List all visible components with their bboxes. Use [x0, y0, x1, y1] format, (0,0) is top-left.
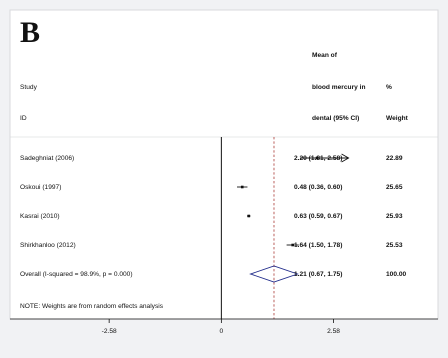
overall-diamond [249, 265, 299, 283]
ci-arrow [341, 153, 350, 163]
header-weight: Weight [386, 115, 409, 122]
footnote: NOTE: Weights are from random effects an… [20, 303, 164, 310]
study-label: Sadeghniat (2006) [20, 155, 74, 162]
header-mean-line3: dental (95% CI) [312, 115, 359, 122]
plot-layer: Sadeghniat (2006) 2.20 (1.81, 2.58) 22.89 O… [10, 136, 438, 335]
ci-label: 0.63 (0.59, 0.67) [294, 213, 342, 220]
study-label: Oskoui (1997) [20, 184, 61, 191]
overall-ci-label: 1.21 (0.67, 1.75) [294, 271, 342, 278]
ci-label: 1.64 (1.50, 1.78) [294, 242, 342, 249]
x-tick-label: -2.58 [102, 328, 117, 335]
overall-label: Overall (I-squared = 98.9%, p = 0.000) [20, 271, 133, 278]
point-estimate-box [240, 185, 244, 189]
overall-weight-label: 100.00 [386, 271, 407, 278]
study-label: Kasrai (2010) [20, 213, 60, 220]
point-estimate-box [291, 243, 294, 247]
x-tick-label: 0 [220, 328, 224, 335]
header-percent: % [386, 84, 392, 91]
header-id: ID [20, 115, 27, 122]
ci-label: 2.20 (1.81, 2.58) [294, 155, 342, 162]
weight-label: 25.65 [386, 184, 403, 191]
point-estimate-box [247, 214, 251, 218]
panel-letter: B [20, 16, 40, 49]
header-mean-line2: blood mercury in [312, 84, 366, 91]
weight-label: 22.89 [386, 155, 403, 162]
header-study: Study [20, 84, 38, 91]
x-tick-label: 2.58 [327, 328, 340, 335]
header-mean-line1: Mean of [312, 52, 338, 59]
study-label: Shirkhanloo (2012) [20, 242, 76, 249]
weight-label: 25.93 [386, 213, 403, 220]
ci-label: 0.48 (0.36, 0.60) [294, 184, 342, 191]
point-estimate-box [315, 156, 319, 160]
weight-label: 25.53 [386, 242, 403, 249]
plot-panel [9, 9, 439, 320]
